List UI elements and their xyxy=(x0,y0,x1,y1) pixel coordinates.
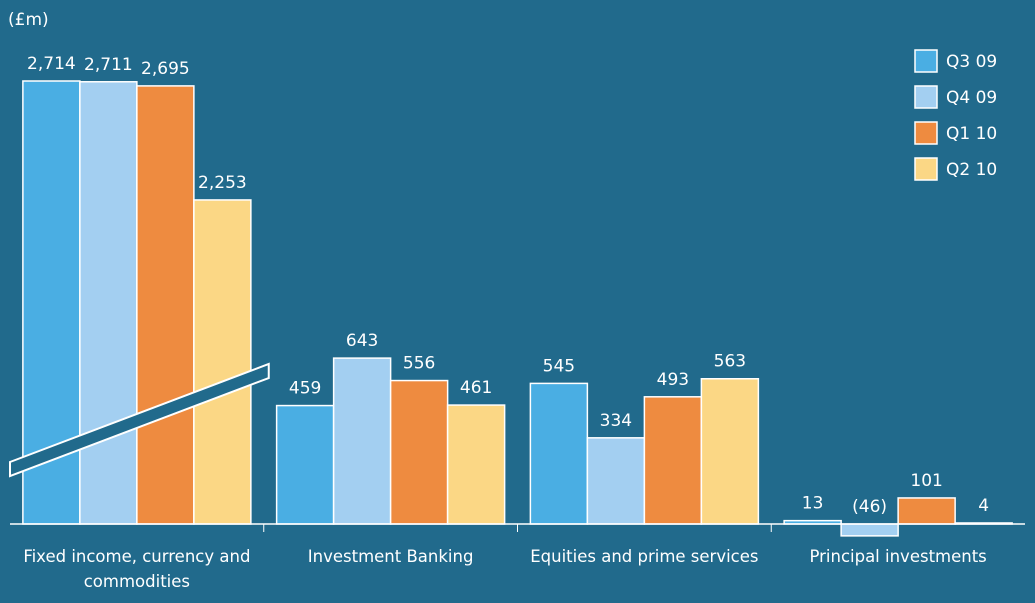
legend-swatch xyxy=(914,85,938,109)
bar xyxy=(529,382,589,525)
bar xyxy=(897,497,956,525)
bar xyxy=(840,523,899,537)
legend-swatch xyxy=(914,49,938,73)
value-label: 493 xyxy=(657,370,689,390)
x-tick-label: Investment Banking xyxy=(307,547,474,566)
legend-label: Q4 09 xyxy=(946,88,997,108)
value-label: 2,695 xyxy=(141,59,190,79)
value-label: 13 xyxy=(802,494,824,514)
legend-swatch xyxy=(914,157,938,181)
bar xyxy=(79,81,138,525)
x-tick-label: Principal investments xyxy=(809,547,987,566)
value-label: 461 xyxy=(460,378,492,398)
bar xyxy=(193,199,252,525)
bar xyxy=(700,377,760,525)
bar xyxy=(136,85,195,525)
value-label: 2,253 xyxy=(198,173,247,193)
value-label: 101 xyxy=(910,471,942,491)
value-label: 563 xyxy=(714,352,746,372)
legend-swatch xyxy=(914,121,938,145)
bar xyxy=(332,357,392,525)
value-label: 643 xyxy=(346,331,378,351)
legend-label: Q2 10 xyxy=(946,160,997,180)
value-label: 2,714 xyxy=(27,54,76,74)
bar xyxy=(446,404,506,525)
value-label: 556 xyxy=(403,354,435,374)
value-label: 545 xyxy=(543,356,575,376)
bar xyxy=(275,404,335,525)
legend-label: Q3 09 xyxy=(946,52,997,72)
value-label: 459 xyxy=(289,379,321,399)
legend-label: Q1 10 xyxy=(946,124,997,144)
value-label: (46) xyxy=(852,497,887,517)
bar xyxy=(389,379,449,525)
value-label: 334 xyxy=(600,411,632,431)
axis-break xyxy=(9,362,270,478)
value-label: 2,711 xyxy=(84,55,133,75)
value-label: 4 xyxy=(978,496,989,516)
bar xyxy=(586,437,646,525)
x-tick-label: Equities and prime services xyxy=(530,547,759,566)
bar xyxy=(643,396,703,525)
y-axis-label: (£m) xyxy=(8,10,49,30)
x-tick-label: Fixed income, currency and commodities xyxy=(23,547,251,591)
